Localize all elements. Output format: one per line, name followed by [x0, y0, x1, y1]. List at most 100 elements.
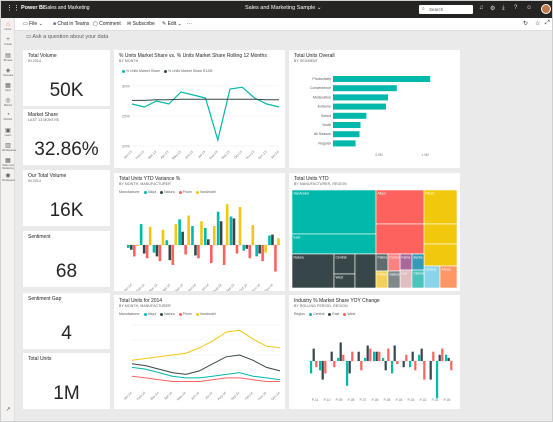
bar	[210, 245, 213, 264]
left-nav: ⌂ Home + Create ▤ Browse ◈ OneLake ▦ Apps ◎ Metrics…	[1, 18, 16, 421]
tile-ytd-variance[interactable]: Total Units YTD Variance % BY MONTH, MAN…	[114, 173, 285, 291]
kpi-tile-our-total-volume[interactable]: Our Total Volume IN 2014 16K	[23, 170, 110, 226]
series-line	[131, 375, 280, 382]
qna-box[interactable]: ▭ Ask a question about your data	[26, 34, 109, 40]
app-launcher-icon[interactable]: ⋮⋮	[6, 5, 20, 12]
legend-label: % Units Market Share R12M	[168, 69, 213, 73]
bar	[133, 245, 136, 257]
workspace-breadcrumb[interactable]: Sales and Marketing	[44, 5, 90, 11]
nav-item-label: Metrics	[3, 104, 13, 107]
x-tick-label: Mar-14	[148, 283, 158, 291]
download-icon[interactable]: ⤓	[502, 5, 505, 11]
bar	[277, 238, 280, 245]
bar	[251, 225, 255, 245]
tile-title: Total Units YTD	[294, 176, 329, 182]
bar	[333, 122, 361, 128]
nav-item[interactable]: ◉ Workspace	[2, 172, 15, 184]
x-tick-label: Apr-14	[163, 391, 173, 401]
report-title[interactable]: Sales and Marketing Sample ⌄	[245, 5, 322, 11]
nav-item[interactable]: ▣ Learn	[2, 127, 14, 139]
file-menu[interactable]: ▭ File ⌄	[23, 21, 43, 27]
kpi-tile-sentiment[interactable]: Sentiment 68	[23, 231, 110, 287]
nav-item[interactable]: ▦ Apps	[2, 82, 14, 94]
kpi-tile-sentiment-gap[interactable]: Sentiment Gap 4	[23, 293, 110, 349]
chat-in-teams-button[interactable]: ■ Chat in Teams	[53, 21, 90, 27]
bar	[161, 229, 165, 245]
tile-industry-share[interactable]: Industry % Market Share YOY Change BY RO…	[289, 295, 460, 409]
treemap-cell	[292, 253, 335, 288]
bar	[333, 103, 387, 110]
expand-icon[interactable]: ↗	[5, 407, 11, 413]
bell-icon[interactable]: ♫	[479, 5, 484, 11]
subscribe-button[interactable]: ✉ Subscribe	[127, 21, 155, 27]
bar	[184, 245, 187, 255]
nav-item-label: Apps	[5, 89, 11, 92]
feedback-icon[interactable]: ☺	[526, 5, 533, 11]
nav-item[interactable]: ◎ Metrics	[2, 97, 14, 109]
kpi-tile-market-share[interactable]: Market Share LAST 13 MONTHS 32.86%	[23, 109, 110, 165]
help-icon[interactable]: ?	[514, 5, 518, 11]
kpi-tile-total-units[interactable]: Total Units 1M	[23, 353, 110, 409]
refresh-icon[interactable]: ↻	[523, 21, 529, 27]
nav-item[interactable]: ◔ Monitor	[2, 112, 14, 124]
treemap-cell	[292, 233, 377, 255]
x-tick-label: Feb-13	[135, 150, 145, 160]
edit-button[interactable]: ✎ Edit ⌄	[162, 21, 182, 27]
tile-total-units-ytd[interactable]: Total Units YTD BY MANUFACTURER, REGION …	[289, 173, 460, 291]
nav-item[interactable]: ▤ Browse	[2, 52, 14, 64]
bar	[127, 245, 130, 248]
bar	[364, 357, 367, 361]
comment-button[interactable]: ▢ Comment	[93, 21, 121, 27]
treemap-label: Fama	[402, 256, 411, 260]
nav-item[interactable]: ⌂ Home	[2, 22, 14, 34]
bar	[438, 354, 441, 361]
nav-item-label: Workspace	[2, 179, 15, 182]
bar	[384, 361, 387, 371]
bar	[447, 357, 450, 361]
x-tick-label: Oct-14	[244, 391, 254, 401]
treemap-cell	[387, 270, 401, 288]
kpi-title: Total Units	[28, 356, 52, 362]
legend-swatch	[143, 190, 147, 194]
legend-swatch	[143, 312, 147, 316]
monitor-icon: ◔	[6, 112, 10, 118]
kpi-tile-total-volume[interactable]: Total Volume IN 2014 50K	[23, 50, 110, 106]
tile-market-share[interactable]: % Units Market Share vs. % Units Market …	[114, 50, 285, 168]
bar	[441, 348, 444, 361]
bar	[155, 245, 159, 257]
dashboard-canvas: Total Volume IN 2014 50K Market Share LA…	[15, 45, 552, 421]
category-label: Productivity	[312, 77, 331, 81]
search-input[interactable]: ⌕ Search	[419, 5, 473, 14]
x-tick-label: May-13	[171, 150, 182, 161]
bar	[414, 361, 417, 371]
bar	[148, 226, 152, 245]
bar	[136, 245, 139, 246]
nav-item[interactable]: ▥ Workspaces	[2, 142, 16, 154]
bar	[333, 94, 388, 101]
kpi-title: Sentiment Gap	[28, 296, 62, 302]
favorite-icon[interactable]: ☆	[535, 21, 541, 27]
bar	[333, 131, 360, 138]
x-tick-label: Feb-14	[135, 283, 145, 291]
tile-total-units-overall[interactable]: Total Units Overall BY SEGMENT Productiv…	[289, 50, 460, 168]
avatar[interactable]	[541, 4, 551, 14]
nav-item[interactable]: + Create	[2, 37, 14, 49]
tile-title: % Units Market Share vs. % Units Market …	[119, 53, 267, 59]
treemap-label: Quibus	[426, 268, 437, 272]
series-line	[131, 329, 281, 361]
fullscreen-icon[interactable]: ⤢	[545, 20, 550, 26]
x-tick-label: Aug-14	[217, 391, 227, 401]
nav-item[interactable]: ◈ OneLake	[2, 67, 14, 79]
treemap-label: Currus	[390, 256, 400, 260]
treemap-cell	[411, 269, 425, 288]
more-options-button[interactable]: ···	[187, 21, 192, 27]
treemap-label: Victoria	[414, 272, 425, 276]
tile-total-units-2014[interactable]: Total Units for 2014 BY MONTH, MANUFACTU…	[114, 295, 285, 409]
brand-label: Power BI	[21, 5, 45, 11]
bar	[342, 354, 345, 361]
x-tick-label: 0.5M	[375, 153, 383, 157]
bar	[238, 207, 242, 245]
settings-icon[interactable]: ⚙	[490, 6, 496, 12]
treemap-label: West	[336, 276, 344, 280]
nav-item[interactable]: ▦ Sales and Marketing	[2, 157, 14, 170]
